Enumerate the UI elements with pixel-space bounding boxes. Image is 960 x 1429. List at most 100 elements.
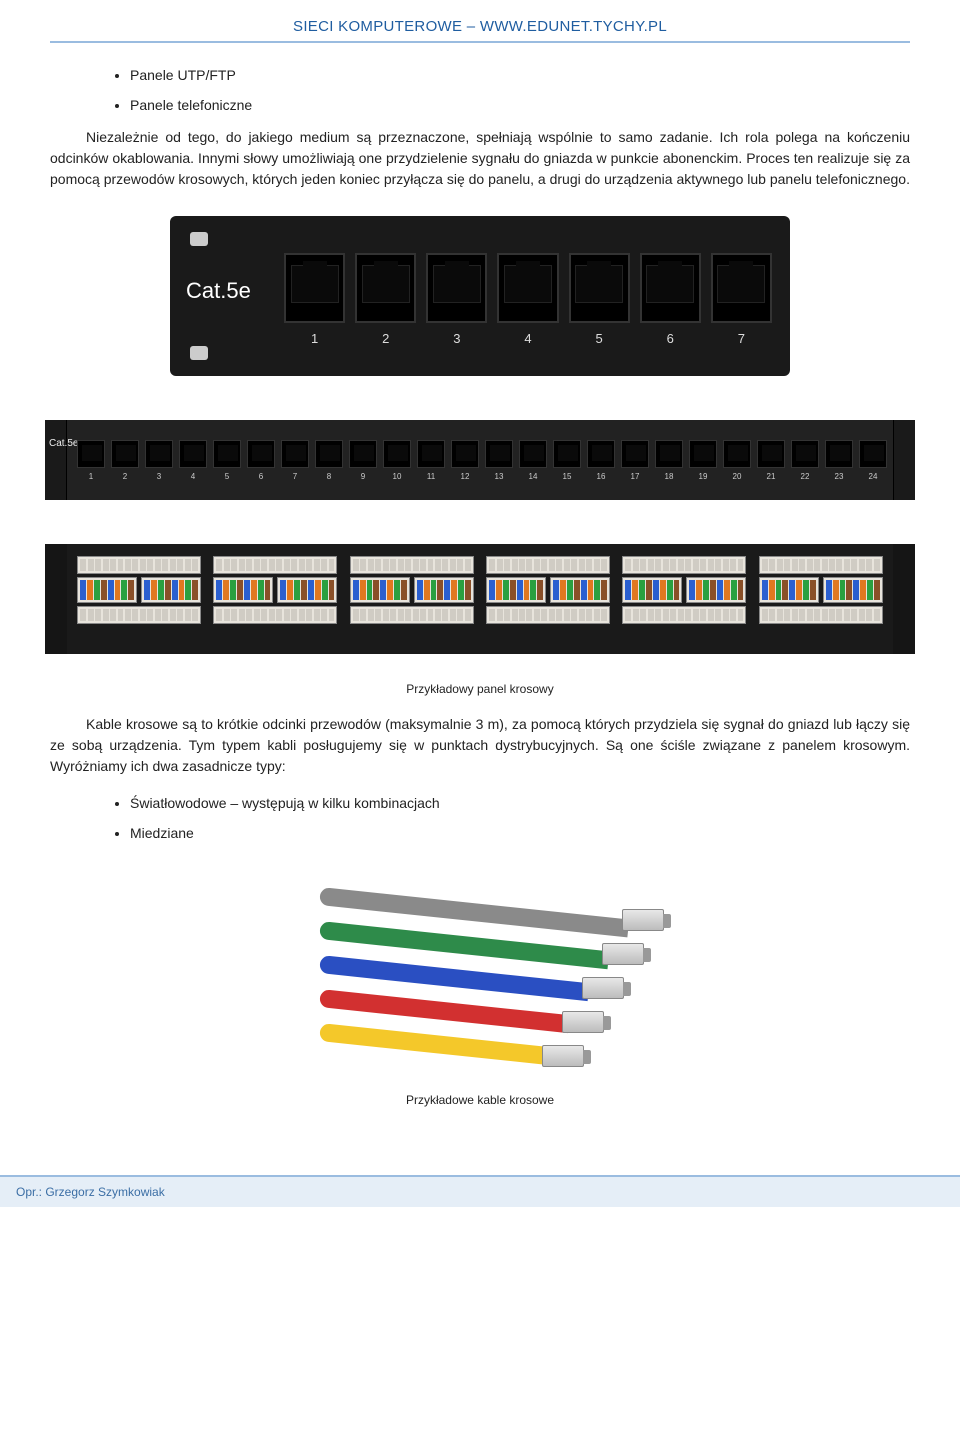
port-number: 5 — [569, 331, 630, 346]
port-number: 20 — [733, 472, 742, 481]
port-column: 13 — [485, 440, 513, 481]
mount-hole — [190, 232, 208, 246]
rj45-port — [426, 253, 487, 323]
paragraph-2: Kable krosowe są to krótkie odcinki prze… — [50, 714, 910, 777]
port-column: 2 — [111, 440, 139, 481]
port-number: 14 — [529, 472, 538, 481]
page: SIECI KOMPUTEROWE – WWW.EDUNET.TYCHY.PL … — [0, 0, 960, 1145]
port-number: 6 — [259, 472, 263, 481]
port-number: 7 — [711, 331, 772, 346]
patch-cable-yellow — [319, 1023, 550, 1065]
port-column: 22 — [791, 440, 819, 481]
rj45-plug — [542, 1045, 584, 1067]
port-column: 14 — [519, 440, 547, 481]
rack-ear — [45, 544, 67, 654]
rj45-port — [281, 440, 309, 468]
top-bullet-list: Panele UTP/FTP Panele telefoniczne — [130, 67, 910, 113]
rj45-port — [284, 253, 345, 323]
rj45-port — [640, 253, 701, 323]
rack-ear — [893, 544, 915, 654]
port-column: 6 — [247, 440, 275, 481]
patch-panel-closeup: Cat.5e 1 2 3 4 5 6 7 — [170, 216, 790, 376]
port-number: 4 — [497, 331, 558, 346]
port-column: 18 — [655, 440, 683, 481]
port-number: 3 — [157, 472, 161, 481]
rj45-port — [689, 440, 717, 468]
patch-panel-24port-front: Cat.5e 123456789101112131415161718192021… — [45, 420, 915, 500]
idc-block — [350, 556, 474, 642]
port-number: 16 — [597, 472, 606, 481]
figure-panel-group: Cat.5e 1 2 3 4 5 6 7 Cat.5e — [50, 216, 910, 654]
idc-block — [77, 556, 201, 642]
port-column: 3 — [145, 440, 173, 481]
rj45-port — [77, 440, 105, 468]
idc-block — [486, 556, 610, 642]
port-number: 15 — [563, 472, 572, 481]
rj45-port — [355, 253, 416, 323]
rj45-port — [497, 253, 558, 323]
port-number: 23 — [835, 472, 844, 481]
port-column: 8 — [315, 440, 343, 481]
sub-bullet-list: Światłowodowe – występują w kilku kombin… — [130, 795, 910, 841]
port-number: 19 — [699, 472, 708, 481]
rj45-port — [111, 440, 139, 468]
rj45-port — [349, 440, 377, 468]
figure-caption-2: Przykładowe kable krosowe — [50, 1093, 910, 1107]
rj45-port — [213, 440, 241, 468]
rj45-port — [859, 440, 887, 468]
rj45-plug — [602, 943, 644, 965]
list-item: Światłowodowe – występują w kilku kombin… — [130, 795, 910, 811]
rj45-port — [519, 440, 547, 468]
panel-cat-label: Cat.5e — [49, 438, 78, 449]
figure-caption-1: Przykładowy panel krosowy — [50, 682, 910, 696]
port-column: 12 — [451, 440, 479, 481]
idc-block — [622, 556, 746, 642]
port-column: 7 — [281, 440, 309, 481]
rj45-plug — [622, 909, 664, 931]
port-number: 24 — [869, 472, 878, 481]
port-number: 1 — [284, 331, 345, 346]
port-row — [284, 253, 772, 323]
rj45-port — [587, 440, 615, 468]
idc-block — [213, 556, 337, 642]
rj45-port — [791, 440, 819, 468]
port-number: 2 — [123, 472, 127, 481]
port-column: 19 — [689, 440, 717, 481]
port-column: 4 — [179, 440, 207, 481]
port-number: 10 — [393, 472, 402, 481]
rack-ear: Cat.5e — [45, 420, 67, 500]
port-number: 7 — [293, 472, 297, 481]
rj45-plug — [562, 1011, 604, 1033]
port-column: 16 — [587, 440, 615, 481]
paragraph-1: Niezależnie od tego, do jakiego medium s… — [50, 127, 910, 190]
rj45-port — [621, 440, 649, 468]
rj45-port — [145, 440, 173, 468]
port-number: 13 — [495, 472, 504, 481]
list-item: Panele telefoniczne — [130, 97, 910, 113]
port-number: 11 — [427, 472, 435, 481]
port-number: 8 — [327, 472, 331, 481]
port-column: 1 — [77, 440, 105, 481]
idc-block — [759, 556, 883, 642]
port-row: 123456789101112131415161718192021222324 — [77, 440, 887, 481]
port-column: 5 — [213, 440, 241, 481]
rj45-port — [247, 440, 275, 468]
rack-ear — [893, 420, 915, 500]
page-footer: Opr.: Grzegorz Szymkowiak — [0, 1175, 960, 1207]
rj45-port — [451, 440, 479, 468]
port-number: 21 — [767, 472, 776, 481]
port-column: 20 — [723, 440, 751, 481]
port-number-row: 1 2 3 4 5 6 7 — [284, 331, 772, 346]
rj45-port — [315, 440, 343, 468]
rj45-port — [417, 440, 445, 468]
rj45-port — [655, 440, 683, 468]
list-item: Miedziane — [130, 825, 910, 841]
rj45-plug — [582, 977, 624, 999]
port-column: 15 — [553, 440, 581, 481]
port-number: 22 — [801, 472, 810, 481]
patch-cables-figure — [300, 865, 660, 1065]
rj45-port — [711, 253, 772, 323]
rj45-port — [723, 440, 751, 468]
rj45-port — [485, 440, 513, 468]
port-number: 4 — [191, 472, 195, 481]
